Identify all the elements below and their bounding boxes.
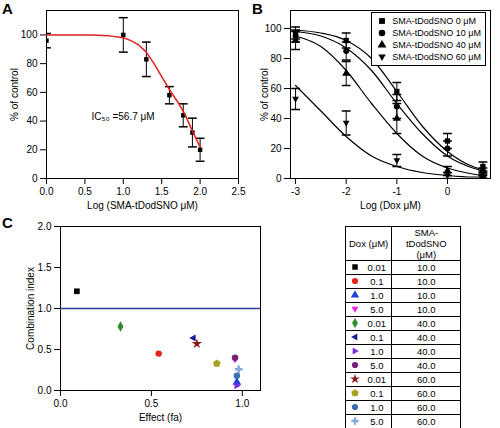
html-text:10.0: 10.0 <box>417 262 436 273</box>
svg-text:40: 40 <box>26 115 38 126</box>
svg-text:0.5: 0.5 <box>78 186 92 197</box>
html-text:SMA-tDodSNO 0 μM: SMA-tDodSNO 0 μM <box>392 16 476 26</box>
svg-text:% of control: % of control <box>9 68 20 121</box>
html-text:5.0: 5.0 <box>370 304 384 315</box>
svg-text:1.0: 1.0 <box>116 186 130 197</box>
svg-text:80: 80 <box>270 53 282 64</box>
html-text:40.0: 40.0 <box>417 332 436 343</box>
svg-text:60: 60 <box>26 87 38 98</box>
svg-text:-1: -1 <box>392 186 401 197</box>
html-text:SMA-tDodSNO 10 μM: SMA-tDodSNO 10 μM <box>392 28 481 38</box>
svg-text:0: 0 <box>276 173 282 184</box>
svg-text:100: 100 <box>21 29 38 40</box>
svg-text:Effect (fa): Effect (fa) <box>139 412 182 423</box>
svg-text:-2: -2 <box>342 186 351 197</box>
html-text:40.0: 40.0 <box>417 360 436 371</box>
svg-text:20: 20 <box>26 144 38 155</box>
html-text:10.0: 10.0 <box>417 276 436 287</box>
html-text:0.1: 0.1 <box>370 332 384 343</box>
html-text:A: A <box>2 0 13 17</box>
svg-text:80: 80 <box>26 58 38 69</box>
html-text:SMA-tDodSNO (μM): SMA-tDodSNO (μM) <box>405 227 447 260</box>
html-text:10.0: 10.0 <box>417 290 436 301</box>
svg-text:60: 60 <box>270 83 282 94</box>
html-text:1.0: 1.0 <box>370 290 384 301</box>
svg-text:0.0: 0.0 <box>54 398 68 409</box>
html-text:SMA-tDodSNO 40 μM: SMA-tDodSNO 40 μM <box>392 40 481 50</box>
svg-text:0: 0 <box>445 186 451 197</box>
svg-text:IC₅₀ =56.7 μM: IC₅₀ =56.7 μM <box>92 111 155 122</box>
svg-text:0: 0 <box>32 173 38 184</box>
svg-text:-3: -3 <box>291 186 300 197</box>
svg-text:40: 40 <box>270 113 282 124</box>
html-text:0.01: 0.01 <box>367 374 387 385</box>
html-text:10.0: 10.0 <box>417 304 436 315</box>
svg-text:1.0: 1.0 <box>235 398 249 409</box>
svg-text:0.5: 0.5 <box>144 398 158 409</box>
html-text:C: C <box>2 214 13 231</box>
svg-text:0.0: 0.0 <box>38 385 52 396</box>
svg-text:0.0: 0.0 <box>40 186 54 197</box>
html-text:60.0: 60.0 <box>417 388 436 399</box>
html-text:60.0: 60.0 <box>417 416 436 427</box>
svg-text:2.5: 2.5 <box>232 186 246 197</box>
html-text:60.0: 60.0 <box>417 402 436 413</box>
html-text:40.0: 40.0 <box>417 346 436 357</box>
svg-text:1.5: 1.5 <box>155 186 169 197</box>
html-text:1.0: 1.0 <box>370 402 384 413</box>
html-text:5.0: 5.0 <box>370 360 384 371</box>
svg-text:0.5: 0.5 <box>38 344 52 355</box>
svg-text:Log (SMA-tDodSNO μM): Log (SMA-tDodSNO μM) <box>87 200 198 211</box>
html-text:0.1: 0.1 <box>370 276 384 287</box>
html-text:1.0: 1.0 <box>370 346 384 357</box>
svg-text:1.5: 1.5 <box>38 262 52 273</box>
svg-text:2.0: 2.0 <box>38 221 52 232</box>
html-text:0.01: 0.01 <box>367 262 387 273</box>
svg-text:Log (Dox μM): Log (Dox μM) <box>360 200 421 211</box>
svg-text:Combination index: Combination index <box>25 267 36 350</box>
html-text:60.0: 60.0 <box>417 374 436 385</box>
svg-text:100: 100 <box>265 23 282 34</box>
html-text:B: B <box>252 0 263 17</box>
html-text:Dox (μM): Dox (μM) <box>349 238 389 249</box>
svg-text:20: 20 <box>270 143 282 154</box>
html-text:5.0: 5.0 <box>370 416 384 427</box>
html-text:40.0: 40.0 <box>417 318 436 329</box>
html-text:0.01: 0.01 <box>367 318 387 329</box>
svg-text:% of control: % of control <box>259 68 270 121</box>
svg-text:2.0: 2.0 <box>193 186 207 197</box>
html-text:SMA-tDodSNO 60 μM: SMA-tDodSNO 60 μM <box>392 52 481 62</box>
svg-text:1.0: 1.0 <box>38 303 52 314</box>
html-text:0.1: 0.1 <box>370 388 384 399</box>
